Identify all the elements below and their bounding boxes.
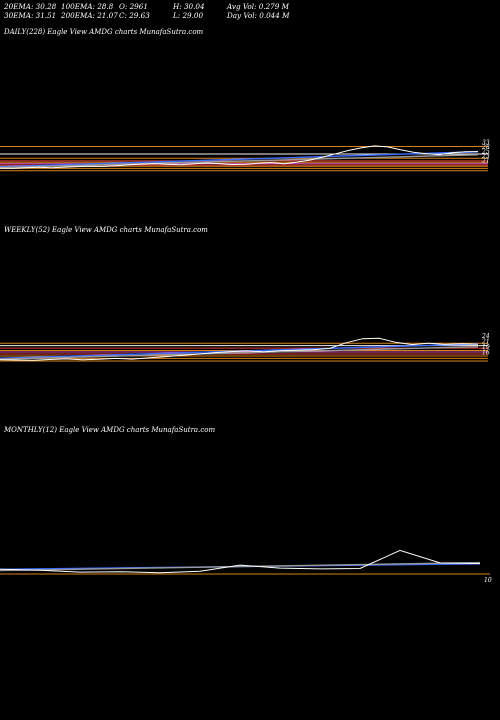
open-stat: O: 2961 bbox=[119, 2, 148, 11]
ema30-stat: 30EMA: 31.51 bbox=[4, 11, 57, 20]
daily-y-tick-label: 33 bbox=[482, 140, 490, 147]
stats-header: 20EMA: 30.28 100EMA: 28.8 O: 2961 H: 30.… bbox=[0, 0, 500, 22]
weekly-ema-line-1 bbox=[0, 346, 479, 360]
close-stat: C: 29.63 bbox=[119, 11, 150, 20]
weekly-y-tick-label: 16 bbox=[482, 350, 490, 357]
day-vol-stat: Day Vol: 0.044 M bbox=[227, 11, 290, 20]
ema100-stat: 100EMA: 28.8 bbox=[61, 2, 114, 11]
high-stat: H: 30.04 bbox=[173, 2, 205, 11]
monthly-chart: 10 bbox=[0, 549, 492, 584]
monthly-price-line bbox=[0, 549, 481, 574]
daily-y-tick-label: 28 bbox=[481, 144, 490, 151]
monthly-panel: MONTHLY(12) Eagle View AMDG charts Munaf… bbox=[0, 426, 500, 626]
daily-ema-line-0 bbox=[0, 151, 479, 168]
daily-ema-line-1 bbox=[0, 154, 479, 169]
weekly-panel: WEEKLY(52) Eagle View AMDG charts Munafa… bbox=[0, 226, 500, 422]
daily-y-tick-label: 23 bbox=[481, 153, 490, 160]
daily-panel-title: DAILY(228) Eagle View AMDG charts Munafa… bbox=[4, 28, 204, 36]
monthly-ema-line-1 bbox=[0, 561, 481, 572]
weekly-y-tick-label: 21 bbox=[481, 339, 490, 346]
ema20-stat: 20EMA: 30.28 bbox=[4, 2, 57, 11]
daily-y-tick-label: 21 bbox=[481, 158, 490, 165]
monthly-y-tick-label: 10 bbox=[484, 577, 492, 584]
daily-price-line bbox=[0, 145, 479, 169]
weekly-price-line bbox=[0, 337, 479, 361]
low-stat: L: 29.00 bbox=[173, 11, 204, 20]
weekly-panel-title: WEEKLY(52) Eagle View AMDG charts Munafa… bbox=[4, 226, 208, 234]
ema200-stat: 200EMA: 21.07 bbox=[61, 11, 118, 20]
weekly-y-tick-label: 19 bbox=[482, 344, 490, 351]
avg-vol-stat: Avg Vol: 0.279 M bbox=[227, 2, 289, 11]
monthly-panel-title: MONTHLY(12) Eagle View AMDG charts Munaf… bbox=[4, 426, 216, 434]
weekly-y-tick-label: 24 bbox=[481, 333, 490, 340]
daily-panel: DAILY(228) Eagle View AMDG charts Munafa… bbox=[0, 28, 500, 218]
daily-y-tick-label: 25 bbox=[481, 149, 490, 156]
